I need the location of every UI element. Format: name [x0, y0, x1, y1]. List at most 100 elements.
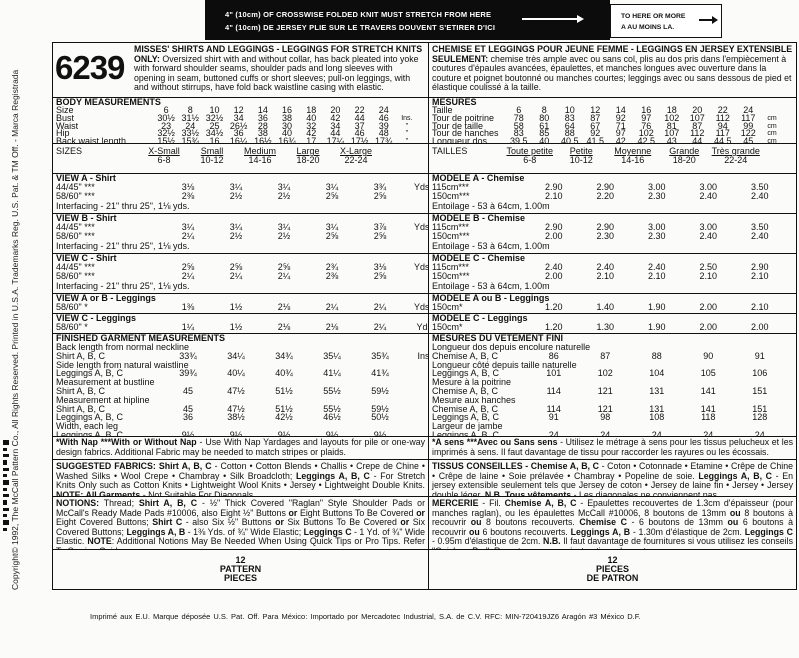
size-item: Moyenne 14-16 — [607, 147, 659, 165]
cell-value: 22 — [354, 105, 365, 115]
fabric-width: 115cm*** — [432, 262, 469, 272]
size-name: Small — [200, 146, 224, 156]
yardage-value: 2.10 — [596, 271, 615, 282]
finished-value: 51½ — [275, 403, 293, 414]
cell-value: 42 — [306, 128, 317, 139]
fabric-width: 58/60" *** — [56, 231, 95, 242]
finished-value: 91 — [754, 350, 765, 361]
view-heading: MODELE C - Leggings — [432, 314, 528, 323]
cell-value: 16¾ — [278, 136, 296, 144]
cell-value: 83 — [564, 112, 575, 123]
yardage-value: 2.00 — [699, 302, 718, 312]
cell-value: 17½ — [350, 136, 369, 144]
unit-label: Yds. — [413, 302, 428, 312]
text-segment: 8 boutons à recouvrir — [432, 507, 794, 528]
finished-value: 128 — [752, 412, 768, 423]
measurement-row: Tour de taille 58 61 64 67 71 76 81 87 94 99 cm — [432, 120, 793, 131]
size-range: 10-12 — [200, 155, 224, 165]
cell-value: 32 — [306, 120, 317, 131]
finished-value: 40¼ — [227, 368, 245, 379]
cell-value: 22 — [717, 105, 728, 115]
finished-value: 121 — [597, 403, 613, 414]
text-segment: - Fil. — [478, 498, 505, 508]
cell-value: 81 — [666, 120, 677, 131]
cell-value: 92 — [615, 112, 626, 123]
yardage-row: 44/45" *** 2⅝ 2⅝ 2⅝ 2¾ 3⅛ Yds. — [56, 262, 428, 272]
size-item: Petite 10-12 — [556, 147, 608, 165]
finished-row: Mesure à la poitrine — [432, 378, 793, 387]
yardage-value: 2.90 — [544, 222, 563, 232]
fabric-width: 58/60" *** — [56, 191, 95, 202]
cell-value: 97 — [641, 112, 652, 123]
finished-row: Shirt A, B, C 33¾ 34¼ 34¾ 35¼ 35¾ Ins. — [56, 351, 428, 361]
cell-value: 34 — [233, 112, 244, 123]
finished-measurements-section: FINISHED GARMENT MEASUREMENTS Back length… — [53, 334, 428, 437]
fabrics-section: SUGGESTED FABRICS: Shirt A, B, C - Cotto… — [53, 460, 428, 497]
finished-value: 101 — [546, 368, 562, 379]
yardage-row: 150cm*1.201.401.902.002.10m — [432, 302, 793, 312]
row-label: Leggings A, B, C — [432, 429, 500, 437]
text-segment: Leggings A, B, C — [698, 470, 773, 481]
fabric-width: 44/45" *** — [56, 222, 95, 232]
text-segment: Leggings C — [744, 526, 793, 537]
text-segment: Chemise C — [579, 517, 627, 528]
unit-label: m — [786, 303, 797, 312]
interfacing-note: Interfacing - 21" thru 25", 1⅛ yds. — [56, 200, 190, 211]
cell-value: 83 — [513, 128, 524, 139]
row-label: Taille — [432, 105, 453, 115]
yardage-value: 2⅝ — [325, 231, 339, 242]
text-segment: 6 boutons à recouvrir — [432, 517, 793, 537]
fabric-width: 150cm*** — [432, 271, 470, 282]
yardage-value: 3.00 — [647, 182, 666, 192]
finished-value: 98 — [600, 412, 611, 423]
text-segment: - ½" Thick Covered "Raglan" Style Should… — [56, 498, 425, 518]
unit-label: Ins. — [401, 114, 413, 122]
unit-label: " — [404, 272, 428, 281]
cell-value: 107 — [689, 112, 705, 123]
yardage-value: 2⅝ — [277, 262, 291, 272]
finished-value: 106 — [752, 368, 768, 379]
text-segment: - For Stretch Knits Only such as Cotton … — [56, 470, 425, 491]
unit-label: cm — [786, 405, 797, 414]
unit-label: " — [404, 369, 428, 378]
finished-value: 39¾ — [179, 368, 197, 379]
yardage-value: 2.20 — [596, 191, 615, 202]
view-heading: VIEW C - Shirt — [56, 254, 117, 263]
cell-value: 44 — [354, 112, 365, 123]
pattern-number: 6239 — [55, 49, 125, 86]
yardage-value: 2¼ — [229, 271, 243, 282]
yardage-row: 150cm***2.002.102.102.102.10m — [432, 271, 793, 282]
pieces-line: DE PATRON — [586, 573, 639, 583]
text-segment: : Additional Notions May Be Needed When … — [56, 536, 425, 549]
body-measurements-section: MESURES Taille 6 8 10 12 14 16 18 20 22 24 Tour de p… — [429, 98, 796, 144]
text-segment: Leggings C — [303, 526, 352, 537]
cell-value: 17 — [306, 136, 317, 144]
row-label: Mesure à la poitrine — [432, 377, 512, 388]
yardage-section: MODELE C - Chemise 115cm*** 2.40 2.40 2.40 2.… — [429, 254, 796, 294]
view-heading: MODELE A ou B - Leggings — [432, 294, 550, 303]
text-segment: Il faut davantage de fournitures si vous… — [432, 536, 793, 549]
cell-value: 40 — [282, 128, 293, 139]
row-label: Width, each leg — [56, 421, 119, 432]
section-heading: BODY MEASUREMENTS — [56, 98, 161, 107]
text-segment: or — [288, 507, 298, 518]
finished-row: Measurement at hipline — [56, 395, 425, 405]
row-label: Measurement at bustline — [56, 377, 155, 388]
cell-value: 30 — [282, 120, 293, 131]
interfacing-note: Interfacing - 21" thru 25", 1⅛ yds. — [56, 240, 190, 251]
unit-label: Yds. — [413, 262, 428, 272]
notions-section: MERCERIE - Fil. Chemise A, B, C - Epaule… — [429, 497, 796, 550]
finished-value: 105 — [700, 368, 716, 379]
text-segment: Leggings A, B — [570, 526, 631, 537]
text-segment: ou — [729, 507, 741, 518]
finished-value: 114 — [546, 403, 561, 414]
size-name: Grande — [669, 146, 700, 156]
text-segment: Six Buttons To Be Covered — [283, 517, 401, 528]
yardage-value: 3.00 — [699, 182, 718, 192]
text-segment: N.B. Tous vêtements — [484, 489, 572, 497]
cell-value: 38 — [257, 128, 268, 139]
row-label: Chemise A, B, C — [432, 385, 499, 396]
yardage-value: 3.00 — [647, 222, 666, 232]
text-segment: Shirt A, B, C — [138, 498, 198, 508]
barcode-bar — [3, 488, 7, 491]
